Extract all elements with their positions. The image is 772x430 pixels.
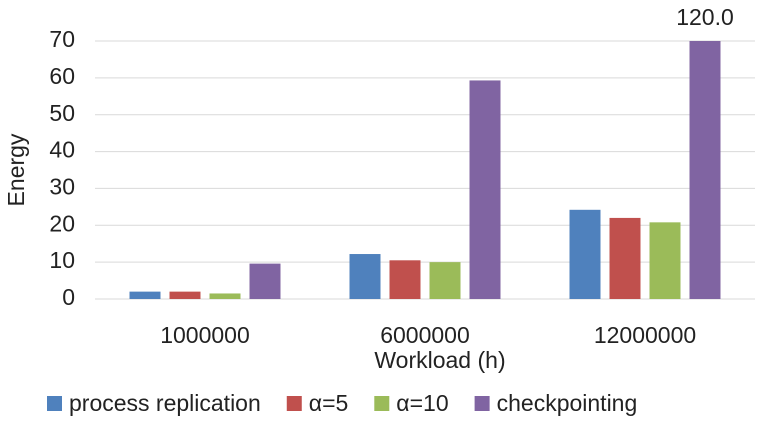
legend-swatch bbox=[474, 396, 490, 411]
y-tick-label: 30 bbox=[49, 174, 75, 200]
legend-label: α=10 bbox=[396, 390, 448, 416]
bar bbox=[169, 291, 201, 299]
x-tick-label: 12000000 bbox=[594, 322, 696, 348]
y-tick-label: 70 bbox=[49, 26, 75, 52]
bar bbox=[249, 263, 281, 299]
legend-label: checkpointing bbox=[497, 390, 638, 416]
bar bbox=[429, 262, 461, 299]
bar bbox=[349, 254, 381, 299]
legend-swatch bbox=[47, 396, 62, 411]
bar bbox=[209, 293, 241, 299]
y-tick-label: 50 bbox=[49, 100, 75, 126]
x-axis-label: Workload (h) bbox=[374, 347, 505, 373]
legend-swatch bbox=[286, 396, 302, 411]
y-tick-label: 20 bbox=[49, 210, 75, 236]
bar bbox=[569, 209, 601, 299]
y-axis-label: Energy bbox=[3, 133, 29, 206]
y-tick-label: 0 bbox=[62, 284, 75, 310]
x-tick-label: 6000000 bbox=[380, 322, 470, 348]
legend-label: α=5 bbox=[309, 390, 349, 416]
plot-area bbox=[129, 41, 721, 299]
bar bbox=[609, 217, 641, 299]
x-tick-label: 1000000 bbox=[160, 322, 250, 348]
y-tick-label: 10 bbox=[49, 247, 75, 273]
legend-swatch bbox=[374, 396, 390, 411]
bar bbox=[389, 260, 421, 299]
bar bbox=[469, 80, 501, 299]
bar bbox=[649, 222, 681, 299]
y-tick-label: 40 bbox=[49, 137, 75, 163]
bar bbox=[129, 291, 161, 299]
bar bbox=[689, 41, 721, 299]
y-tick-label: 60 bbox=[49, 63, 75, 89]
legend-label: process replication bbox=[69, 390, 261, 416]
value-label: 120.0 bbox=[676, 4, 734, 30]
